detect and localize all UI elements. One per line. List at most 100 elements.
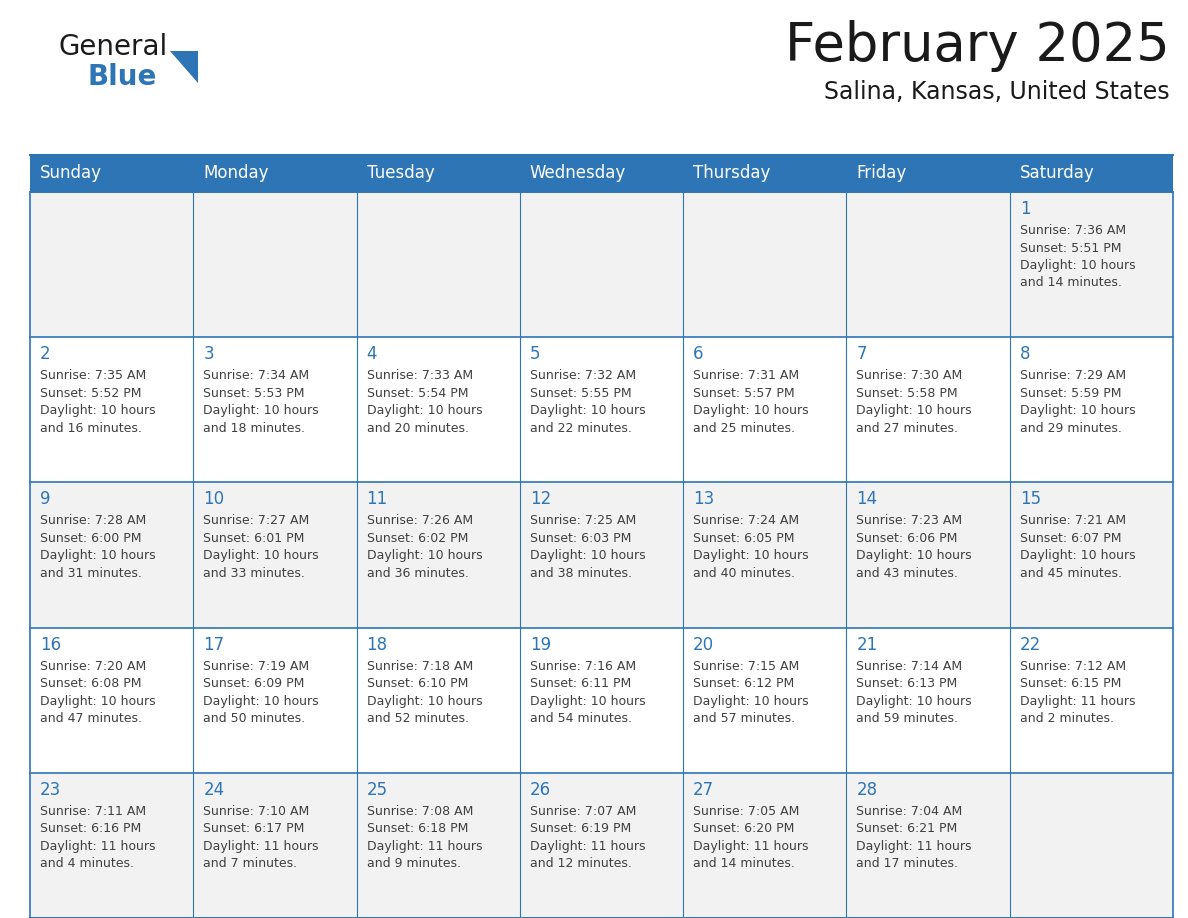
Text: 4: 4 [367, 345, 377, 364]
Bar [846, 337, 1010, 482]
Text: Sunrise: 7:31 AM
Sunset: 5:57 PM
Daylight: 10 hours
and 25 minutes.: Sunrise: 7:31 AM Sunset: 5:57 PM Dayligh… [693, 369, 809, 435]
Bar [356, 773, 520, 918]
Text: 18: 18 [367, 635, 387, 654]
Text: Sunrise: 7:35 AM
Sunset: 5:52 PM
Daylight: 10 hours
and 16 minutes.: Sunrise: 7:35 AM Sunset: 5:52 PM Dayligh… [40, 369, 156, 435]
Text: 13: 13 [693, 490, 714, 509]
Text: 28: 28 [857, 781, 878, 799]
Bar [356, 628, 520, 773]
Text: Sunrise: 7:14 AM
Sunset: 6:13 PM
Daylight: 10 hours
and 59 minutes.: Sunrise: 7:14 AM Sunset: 6:13 PM Dayligh… [857, 660, 972, 725]
Bar [30, 773, 194, 918]
Text: Sunrise: 7:16 AM
Sunset: 6:11 PM
Daylight: 10 hours
and 54 minutes.: Sunrise: 7:16 AM Sunset: 6:11 PM Dayligh… [530, 660, 645, 725]
Text: Sunrise: 7:21 AM
Sunset: 6:07 PM
Daylight: 10 hours
and 45 minutes.: Sunrise: 7:21 AM Sunset: 6:07 PM Dayligh… [1019, 514, 1136, 580]
Text: Sunrise: 7:15 AM
Sunset: 6:12 PM
Daylight: 10 hours
and 57 minutes.: Sunrise: 7:15 AM Sunset: 6:12 PM Dayligh… [693, 660, 809, 725]
Bar [846, 628, 1010, 773]
Bar [1010, 337, 1173, 482]
Bar [520, 628, 683, 773]
Text: 24: 24 [203, 781, 225, 799]
Bar [194, 482, 356, 628]
Bar [30, 192, 1173, 918]
Text: Salina, Kansas, United States: Salina, Kansas, United States [824, 80, 1170, 104]
Text: 19: 19 [530, 635, 551, 654]
Text: Sunrise: 7:11 AM
Sunset: 6:16 PM
Daylight: 11 hours
and 4 minutes.: Sunrise: 7:11 AM Sunset: 6:16 PM Dayligh… [40, 805, 156, 870]
Bar [1010, 482, 1173, 628]
Text: 17: 17 [203, 635, 225, 654]
Bar [1010, 628, 1173, 773]
Text: 16: 16 [40, 635, 61, 654]
Text: Tuesday: Tuesday [367, 164, 435, 183]
Bar [194, 628, 356, 773]
Text: 15: 15 [1019, 490, 1041, 509]
Polygon shape [170, 51, 198, 83]
Text: Sunrise: 7:19 AM
Sunset: 6:09 PM
Daylight: 10 hours
and 50 minutes.: Sunrise: 7:19 AM Sunset: 6:09 PM Dayligh… [203, 660, 318, 725]
Bar [194, 773, 356, 918]
Bar [683, 628, 846, 773]
Bar [846, 482, 1010, 628]
Text: Sunrise: 7:24 AM
Sunset: 6:05 PM
Daylight: 10 hours
and 40 minutes.: Sunrise: 7:24 AM Sunset: 6:05 PM Dayligh… [693, 514, 809, 580]
Bar [30, 337, 194, 482]
Text: Sunrise: 7:32 AM
Sunset: 5:55 PM
Daylight: 10 hours
and 22 minutes.: Sunrise: 7:32 AM Sunset: 5:55 PM Dayligh… [530, 369, 645, 435]
Text: Friday: Friday [857, 164, 906, 183]
Text: 20: 20 [693, 635, 714, 654]
Text: Sunrise: 7:26 AM
Sunset: 6:02 PM
Daylight: 10 hours
and 36 minutes.: Sunrise: 7:26 AM Sunset: 6:02 PM Dayligh… [367, 514, 482, 580]
Bar [520, 192, 683, 337]
Text: Sunrise: 7:33 AM
Sunset: 5:54 PM
Daylight: 10 hours
and 20 minutes.: Sunrise: 7:33 AM Sunset: 5:54 PM Dayligh… [367, 369, 482, 435]
Text: Sunrise: 7:34 AM
Sunset: 5:53 PM
Daylight: 10 hours
and 18 minutes.: Sunrise: 7:34 AM Sunset: 5:53 PM Dayligh… [203, 369, 318, 435]
Bar [356, 192, 520, 337]
Text: 21: 21 [857, 635, 878, 654]
Text: 26: 26 [530, 781, 551, 799]
Text: Wednesday: Wednesday [530, 164, 626, 183]
Text: General: General [58, 33, 168, 61]
Text: Sunrise: 7:04 AM
Sunset: 6:21 PM
Daylight: 11 hours
and 17 minutes.: Sunrise: 7:04 AM Sunset: 6:21 PM Dayligh… [857, 805, 972, 870]
Text: Blue: Blue [88, 63, 157, 91]
Text: 11: 11 [367, 490, 387, 509]
Bar [30, 482, 194, 628]
Text: 12: 12 [530, 490, 551, 509]
Text: Sunrise: 7:10 AM
Sunset: 6:17 PM
Daylight: 11 hours
and 7 minutes.: Sunrise: 7:10 AM Sunset: 6:17 PM Dayligh… [203, 805, 318, 870]
Bar [30, 192, 194, 337]
Bar [683, 773, 846, 918]
Text: Sunrise: 7:07 AM
Sunset: 6:19 PM
Daylight: 11 hours
and 12 minutes.: Sunrise: 7:07 AM Sunset: 6:19 PM Dayligh… [530, 805, 645, 870]
Text: Sunrise: 7:08 AM
Sunset: 6:18 PM
Daylight: 11 hours
and 9 minutes.: Sunrise: 7:08 AM Sunset: 6:18 PM Dayligh… [367, 805, 482, 870]
Text: 23: 23 [40, 781, 62, 799]
Text: 27: 27 [693, 781, 714, 799]
Bar [356, 482, 520, 628]
Bar [1010, 192, 1173, 337]
Bar [30, 155, 1173, 192]
Text: Sunrise: 7:18 AM
Sunset: 6:10 PM
Daylight: 10 hours
and 52 minutes.: Sunrise: 7:18 AM Sunset: 6:10 PM Dayligh… [367, 660, 482, 725]
Text: February 2025: February 2025 [785, 20, 1170, 72]
Text: 3: 3 [203, 345, 214, 364]
Bar [520, 337, 683, 482]
Text: Sunrise: 7:12 AM
Sunset: 6:15 PM
Daylight: 11 hours
and 2 minutes.: Sunrise: 7:12 AM Sunset: 6:15 PM Dayligh… [1019, 660, 1136, 725]
Text: 5: 5 [530, 345, 541, 364]
Text: Sunday: Sunday [40, 164, 102, 183]
Text: Sunrise: 7:25 AM
Sunset: 6:03 PM
Daylight: 10 hours
and 38 minutes.: Sunrise: 7:25 AM Sunset: 6:03 PM Dayligh… [530, 514, 645, 580]
Text: 7: 7 [857, 345, 867, 364]
Bar [194, 337, 356, 482]
Bar [356, 337, 520, 482]
Text: 14: 14 [857, 490, 878, 509]
Text: Sunrise: 7:05 AM
Sunset: 6:20 PM
Daylight: 11 hours
and 14 minutes.: Sunrise: 7:05 AM Sunset: 6:20 PM Dayligh… [693, 805, 809, 870]
Bar [520, 482, 683, 628]
Bar [683, 192, 846, 337]
Bar [194, 192, 356, 337]
Text: 25: 25 [367, 781, 387, 799]
Text: 6: 6 [693, 345, 703, 364]
Text: 9: 9 [40, 490, 51, 509]
Bar [683, 337, 846, 482]
Text: 22: 22 [1019, 635, 1041, 654]
Text: 10: 10 [203, 490, 225, 509]
Bar [846, 192, 1010, 337]
Text: Sunrise: 7:27 AM
Sunset: 6:01 PM
Daylight: 10 hours
and 33 minutes.: Sunrise: 7:27 AM Sunset: 6:01 PM Dayligh… [203, 514, 318, 580]
Text: Sunrise: 7:20 AM
Sunset: 6:08 PM
Daylight: 10 hours
and 47 minutes.: Sunrise: 7:20 AM Sunset: 6:08 PM Dayligh… [40, 660, 156, 725]
Bar [520, 773, 683, 918]
Text: Sunrise: 7:36 AM
Sunset: 5:51 PM
Daylight: 10 hours
and 14 minutes.: Sunrise: 7:36 AM Sunset: 5:51 PM Dayligh… [1019, 224, 1136, 289]
Text: Saturday: Saturday [1019, 164, 1094, 183]
Text: Sunrise: 7:28 AM
Sunset: 6:00 PM
Daylight: 10 hours
and 31 minutes.: Sunrise: 7:28 AM Sunset: 6:00 PM Dayligh… [40, 514, 156, 580]
Bar [30, 628, 194, 773]
Text: Sunrise: 7:30 AM
Sunset: 5:58 PM
Daylight: 10 hours
and 27 minutes.: Sunrise: 7:30 AM Sunset: 5:58 PM Dayligh… [857, 369, 972, 435]
Bar [846, 773, 1010, 918]
Text: 2: 2 [40, 345, 51, 364]
Text: Sunrise: 7:23 AM
Sunset: 6:06 PM
Daylight: 10 hours
and 43 minutes.: Sunrise: 7:23 AM Sunset: 6:06 PM Dayligh… [857, 514, 972, 580]
Text: 1: 1 [1019, 200, 1030, 218]
Bar [683, 482, 846, 628]
